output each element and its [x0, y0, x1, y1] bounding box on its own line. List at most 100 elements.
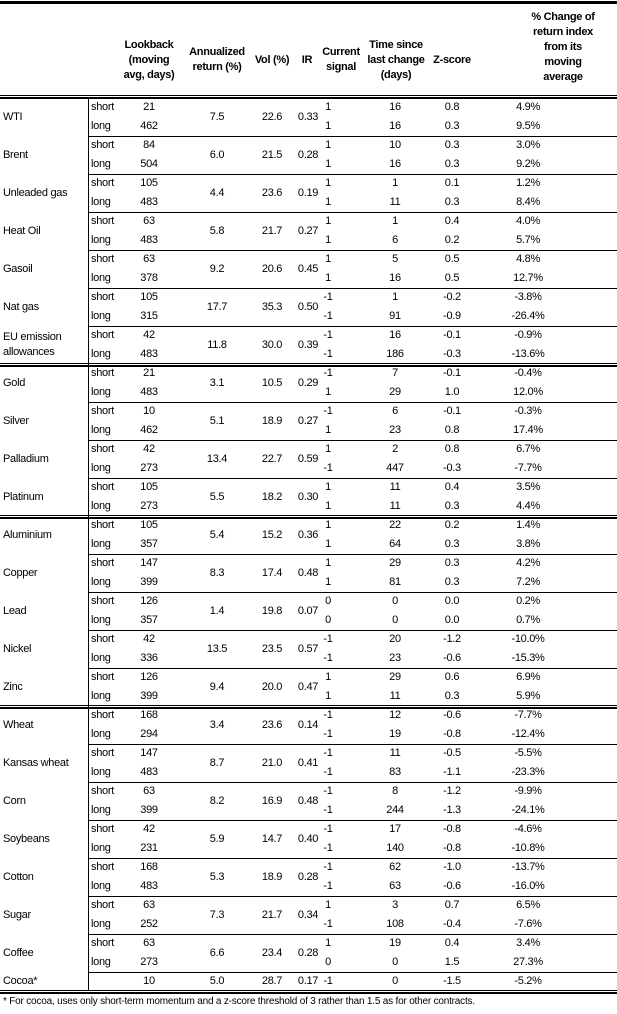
commodity-name-line: Cotton [3, 870, 34, 883]
term-label: short [91, 671, 114, 683]
commodity-name: Platinum [3, 490, 44, 505]
time-since-change: 23 [389, 424, 401, 436]
annualized-return: 6.6 [209, 946, 225, 959]
group-rule [0, 515, 617, 519]
column-header-line: average [543, 71, 583, 83]
column-header-ir: IR [302, 53, 313, 68]
time-since-change: 19 [389, 937, 401, 949]
pct-change-from-ma: 12.0% [513, 386, 543, 398]
z-score: 0.0 [444, 614, 460, 626]
pct-change-from-ma: -26.4% [511, 310, 545, 322]
lookback-days: 147 [140, 747, 158, 759]
commodity-name: Lead [3, 604, 27, 619]
group-rule [0, 363, 617, 367]
pct-change-from-ma: -15.3% [511, 652, 545, 664]
pct-change-from-ma: 3.5% [516, 481, 540, 493]
time-since-change: 1 [392, 177, 398, 189]
term-label: short [91, 823, 114, 835]
pct-change-from-ma: 12.7% [513, 272, 543, 284]
pct-change-from-ma: 3.4% [516, 937, 540, 949]
current-signal: -1 [323, 348, 333, 360]
lookback-days: 126 [140, 595, 158, 607]
commodity-name-line: Lead [3, 604, 27, 617]
lookback-days: 42 [143, 443, 155, 455]
time-since-change: 10 [389, 139, 401, 151]
annualized-return: 4.4 [209, 186, 225, 199]
current-signal: -1 [323, 747, 333, 759]
term-label: long [91, 538, 111, 550]
time-since-change: 140 [386, 842, 404, 854]
current-signal: -1 [323, 766, 333, 778]
annualized-return: 11.8 [207, 338, 227, 351]
lookback-days: 483 [140, 234, 158, 246]
current-signal: 1 [325, 899, 331, 911]
pct-change-from-ma: 6.5% [516, 899, 540, 911]
time-since-change: 29 [389, 557, 401, 569]
commodity-name-line: Palladium [3, 452, 49, 465]
information-ratio: 0.57 [297, 642, 319, 655]
z-score: 0.8 [444, 101, 460, 113]
time-since-change: 16 [389, 329, 401, 341]
time-since-change: 8 [392, 785, 398, 797]
term-label: long [91, 728, 111, 740]
lookback-days: 21 [143, 101, 155, 113]
z-score: 0.0 [444, 595, 460, 607]
time-since-change: 62 [389, 861, 401, 873]
lookback-days: 10 [143, 975, 155, 987]
time-since-change: 16 [389, 101, 401, 113]
time-since-change: 0 [392, 595, 398, 607]
term-label: short [91, 861, 114, 873]
lookback-days: 10 [143, 405, 155, 417]
column-header-zscore: Z-score [433, 53, 471, 68]
pct-change-from-ma: -0.4% [514, 367, 542, 379]
time-since-change: 108 [386, 918, 404, 930]
pct-change-from-ma: -0.9% [514, 329, 542, 341]
information-ratio: 0.28 [297, 148, 319, 161]
term-label: long [91, 348, 111, 360]
term-label: short [91, 633, 114, 645]
time-since-change: 5 [392, 253, 398, 265]
annualized-return: 8.3 [209, 566, 225, 579]
lookback-days: 147 [140, 557, 158, 569]
time-since-change: 91 [389, 310, 401, 322]
commodity-name-line: Nat gas [3, 300, 39, 313]
time-since-change: 22 [389, 519, 401, 531]
volatility: 21.7 [261, 908, 283, 921]
term-label: long [91, 614, 111, 626]
column-header-line: return (%) [192, 61, 242, 73]
term-label: short [91, 215, 114, 227]
lookback-days: 21 [143, 367, 155, 379]
z-score: 0.2 [444, 519, 460, 531]
lookback-days: 399 [140, 690, 158, 702]
pct-change-from-ma: 4.0% [516, 215, 540, 227]
pct-change-from-ma: 1.2% [516, 177, 540, 189]
information-ratio: 0.48 [297, 566, 319, 579]
column-header-line: (days) [380, 69, 412, 81]
column-header-vol: Vol (%) [255, 53, 290, 68]
term-label: short [91, 557, 114, 569]
time-since-change: 11 [389, 196, 401, 208]
row-rule [88, 478, 617, 479]
time-since-change: 0 [392, 975, 398, 987]
pct-change-from-ma: 5.9% [516, 690, 540, 702]
row-rule [88, 858, 617, 859]
z-score: -0.8 [443, 842, 461, 854]
top-rule [0, 1, 617, 4]
pct-change-from-ma: -5.5% [514, 747, 542, 759]
term-label: short [91, 747, 114, 759]
z-score: -1.2 [443, 633, 461, 645]
column-header-line: Annualized [189, 46, 245, 58]
volatility: 14.7 [261, 832, 283, 845]
term-label: short [91, 519, 114, 531]
commodity-name: Sugar [3, 908, 31, 923]
commodity-name: EU emission allowances [3, 330, 62, 360]
volatility: 21.5 [261, 148, 283, 161]
information-ratio: 0.33 [297, 110, 319, 123]
current-signal: -1 [323, 861, 333, 873]
current-signal: 1 [325, 576, 331, 588]
commodity-name-line: Unleaded gas [3, 186, 68, 199]
z-score: -0.8 [443, 728, 461, 740]
annualized-return: 5.8 [209, 224, 225, 237]
time-since-change: 63 [389, 880, 401, 892]
row-rule [88, 136, 617, 137]
